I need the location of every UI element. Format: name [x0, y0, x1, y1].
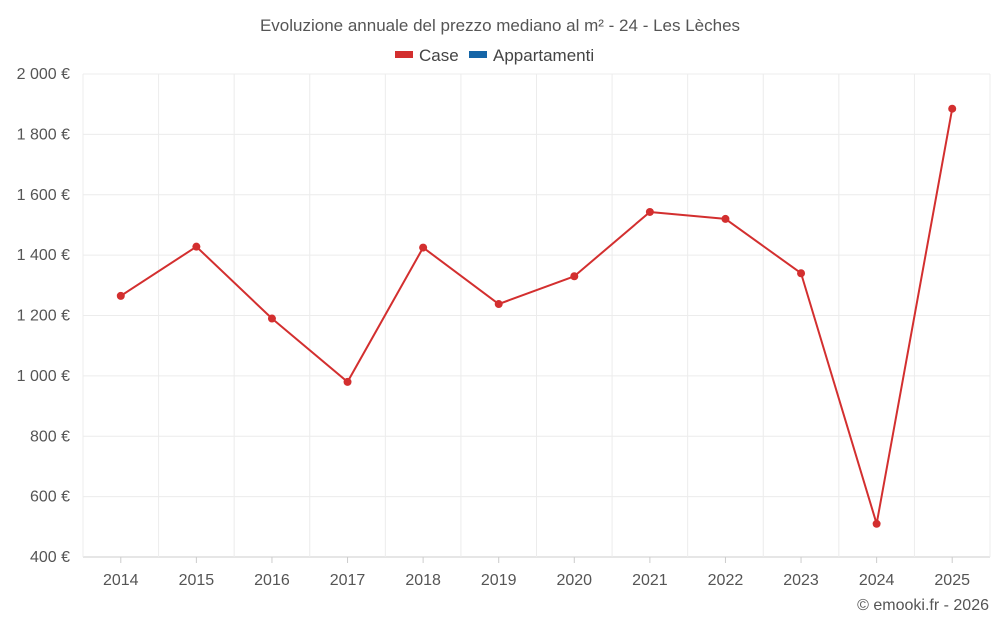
x-tick-label: 2014 [103, 572, 139, 589]
x-axis: 2014 2015 2016 2017 2018 2019 2020 2021 2022 2023… [103, 557, 970, 589]
data-point[interactable] [721, 214, 730, 223]
x-tick-label: 2021 [632, 572, 668, 589]
legend-item-case[interactable]: Case [395, 46, 459, 65]
data-point[interactable] [948, 104, 957, 113]
data-point[interactable] [192, 242, 201, 251]
x-tick-label: 2025 [934, 572, 970, 589]
chart-title: Evoluzione annuale del prezzo mediano al… [260, 16, 740, 35]
y-tick-label: 1 400 € [17, 247, 70, 264]
data-point[interactable] [343, 377, 352, 386]
data-point[interactable] [267, 314, 276, 323]
x-tick-label: 2020 [556, 572, 592, 589]
data-point[interactable] [570, 272, 579, 281]
legend-item-appartamenti[interactable]: Appartamenti [469, 46, 594, 65]
x-tick-label: 2015 [179, 572, 215, 589]
data-point[interactable] [419, 243, 428, 252]
data-point[interactable] [494, 300, 503, 309]
data-point[interactable] [116, 291, 125, 300]
y-tick-label: 2 000 € [17, 66, 70, 83]
legend-swatch-appartamenti [469, 51, 487, 58]
x-tick-label: 2019 [481, 572, 517, 589]
x-tick-label: 2018 [405, 572, 441, 589]
legend-label-case: Case [419, 46, 459, 65]
y-tick-label: 400 € [30, 549, 70, 566]
y-tick-label: 1 800 € [17, 126, 70, 143]
y-tick-label: 1 600 € [17, 187, 70, 204]
x-tick-label: 2024 [859, 572, 895, 589]
data-point[interactable] [872, 519, 881, 528]
y-tick-label: 600 € [30, 489, 70, 506]
x-tick-label: 2017 [330, 572, 366, 589]
y-tick-label: 1 000 € [17, 368, 70, 385]
legend: Case Appartamenti [395, 46, 594, 65]
x-tick-label: 2022 [708, 572, 744, 589]
data-point[interactable] [645, 207, 654, 216]
y-axis: 400 € 600 € 800 € 1 000 € 1 200 € 1 400 € 1 60… [17, 66, 70, 566]
x-tick-label: 2016 [254, 572, 290, 589]
series-line-case[interactable] [120, 108, 954, 525]
credit-text: © emooki.fr - 2026 [857, 597, 989, 614]
series-lines [116, 104, 957, 528]
legend-swatch-case [395, 51, 413, 58]
y-tick-label: 800 € [30, 428, 70, 445]
data-point[interactable] [797, 269, 806, 278]
legend-label-appartamenti: Appartamenti [493, 46, 594, 65]
grid-lines [82, 73, 991, 558]
y-tick-label: 1 200 € [17, 308, 70, 325]
x-tick-label: 2023 [783, 572, 819, 589]
